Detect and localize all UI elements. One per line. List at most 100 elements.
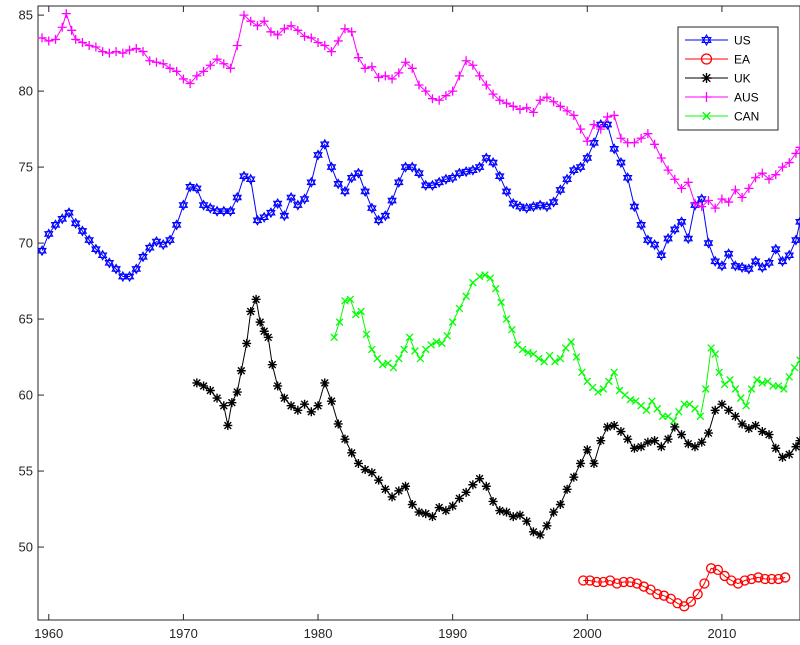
data-point (528, 203, 539, 213)
data-point-marker (232, 191, 243, 204)
data-point-marker (407, 63, 417, 73)
plot-area-frame (37, 5, 800, 621)
data-point (313, 37, 323, 47)
data-point (414, 80, 424, 90)
data-point (407, 161, 418, 170)
data-point-marker (77, 225, 88, 237)
data-point-marker (77, 37, 87, 47)
data-point-marker (286, 21, 296, 31)
data-point (572, 353, 581, 361)
data-point (219, 401, 229, 411)
data-point (753, 572, 764, 583)
data-point (242, 338, 252, 348)
data-point-marker (649, 239, 660, 251)
data-point-marker (508, 101, 518, 111)
data-point (609, 146, 620, 155)
data-point-marker (494, 170, 505, 182)
data-point-marker (400, 161, 411, 173)
data-point (555, 101, 565, 111)
data-point (710, 203, 720, 213)
series-aus (37, 9, 800, 213)
data-point-marker (549, 97, 559, 107)
data-point-marker (117, 270, 128, 283)
data-point-marker (320, 378, 330, 388)
data-point (542, 201, 552, 210)
data-point (239, 170, 249, 180)
data-point-marker (677, 183, 687, 193)
data-point-marker (777, 162, 787, 172)
data-point-marker (535, 199, 546, 211)
data-point (138, 253, 148, 263)
data-point (683, 232, 694, 242)
data-point (777, 162, 787, 172)
series-layer (37, 9, 800, 612)
data-point-marker (205, 386, 215, 396)
data-point-marker (252, 214, 263, 226)
data-point (475, 474, 485, 484)
data-point (676, 219, 687, 228)
data-point-marker (710, 405, 720, 415)
data-point (104, 48, 114, 58)
data-point (677, 430, 687, 440)
data-point (648, 397, 656, 405)
data-point-marker (535, 530, 545, 540)
data-point-marker (528, 107, 538, 117)
data-point (313, 149, 323, 158)
data-point (299, 193, 310, 202)
data-point (320, 41, 330, 51)
data-point (185, 181, 195, 190)
data-point (205, 386, 215, 396)
data-point (306, 176, 317, 186)
x-tick-label: 1960 (34, 626, 63, 641)
data-point (468, 60, 478, 70)
data-point (70, 220, 81, 229)
data-point-marker (242, 338, 252, 348)
data-point (703, 428, 713, 438)
data-point (306, 407, 316, 417)
data-point-marker (461, 487, 471, 497)
data-point (67, 25, 77, 35)
data-point-marker (454, 493, 464, 503)
data-point (461, 487, 471, 497)
data-point-marker (730, 260, 741, 272)
data-point (387, 197, 397, 207)
data-point (582, 136, 592, 146)
data-point-marker (218, 205, 229, 217)
data-point (411, 347, 419, 355)
data-point-marker (743, 263, 754, 275)
data-point-marker (475, 272, 484, 281)
data-point (724, 197, 734, 207)
data-point (252, 217, 263, 226)
data-point-marker (650, 139, 660, 149)
data-point-marker (589, 458, 599, 468)
data-point-marker (131, 44, 141, 54)
data-point (227, 398, 237, 408)
data-point (616, 159, 626, 169)
data-point-marker (320, 41, 330, 51)
data-point (151, 57, 161, 67)
data-point-marker (771, 170, 781, 180)
series-us (37, 118, 800, 283)
data-point (723, 248, 734, 257)
data-point (192, 378, 202, 388)
data-point-marker (750, 255, 761, 267)
data-point (434, 176, 445, 186)
data-point (726, 376, 734, 384)
data-point (212, 54, 222, 64)
data-point (653, 404, 662, 413)
data-point (340, 185, 350, 195)
y-tick-label: 60 (19, 388, 33, 403)
data-point (636, 222, 646, 231)
data-point-marker (414, 80, 424, 90)
data-point (255, 317, 265, 327)
data-point (353, 170, 364, 179)
data-point-marker (599, 385, 608, 393)
data-point-marker (582, 445, 592, 455)
data-point-marker (518, 345, 527, 354)
data-point (576, 124, 586, 134)
data-point (518, 345, 527, 354)
data-point (784, 249, 795, 259)
data-point-marker (172, 66, 182, 76)
data-point (629, 138, 639, 148)
data-point-marker (293, 405, 303, 415)
